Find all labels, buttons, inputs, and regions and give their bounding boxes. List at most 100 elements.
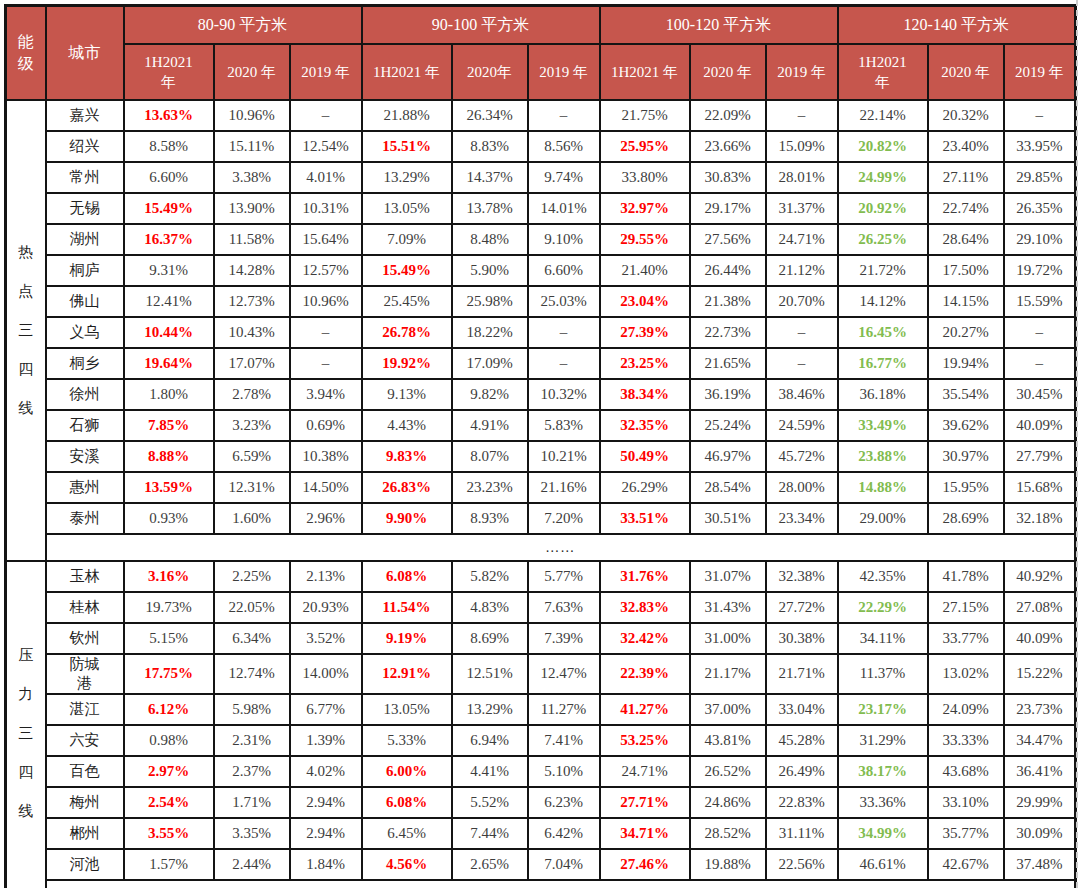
value-cell: 27.08%	[1004, 592, 1076, 623]
value-cell: 1.39%	[290, 725, 362, 756]
value-cell: 21.40%	[600, 255, 690, 286]
value-cell: 10.44%	[124, 317, 214, 348]
value-cell: 27.79%	[1004, 441, 1076, 472]
value-cell: 7.20%	[528, 503, 600, 534]
value-cell: –	[528, 348, 600, 379]
city-cell: 嘉兴	[46, 100, 124, 131]
value-cell: 8.58%	[124, 131, 214, 162]
value-cell: 14.50%	[290, 472, 362, 503]
value-cell: 42.67%	[928, 849, 1004, 880]
value-cell: 22.09%	[690, 100, 766, 131]
value-cell: 13.90%	[214, 193, 290, 224]
value-cell: 7.85%	[124, 410, 214, 441]
value-cell: 32.38%	[766, 561, 838, 592]
value-cell: 23.23%	[452, 472, 528, 503]
value-cell: 7.41%	[528, 725, 600, 756]
year-header: 2020年	[452, 44, 528, 100]
value-cell: 6.77%	[290, 694, 362, 725]
value-cell: 7.04%	[528, 849, 600, 880]
year-header: 2020 年	[690, 44, 766, 100]
value-cell: 6.23%	[528, 787, 600, 818]
ellipsis-row: ……	[6, 534, 1076, 561]
value-cell: 6.12%	[124, 694, 214, 725]
value-cell: 28.00%	[766, 472, 838, 503]
value-cell: 12.91%	[362, 654, 452, 694]
value-cell: 17.75%	[124, 654, 214, 694]
value-cell: 32.97%	[600, 193, 690, 224]
value-cell: 4.01%	[290, 162, 362, 193]
value-cell: 2.54%	[124, 787, 214, 818]
value-cell: 20.32%	[928, 100, 1004, 131]
table-row: 防城 港17.75%12.74%14.00%12.91%12.51%12.47%…	[6, 654, 1076, 694]
value-cell: 41.27%	[600, 694, 690, 725]
value-cell: 5.10%	[528, 756, 600, 787]
value-cell: 24.59%	[766, 410, 838, 441]
value-cell: 15.49%	[124, 193, 214, 224]
city-cell: 佛山	[46, 286, 124, 317]
value-cell: 19.94%	[928, 348, 1004, 379]
value-cell: 3.55%	[124, 818, 214, 849]
value-cell: 21.16%	[528, 472, 600, 503]
value-cell: 4.83%	[452, 592, 528, 623]
value-cell: –	[290, 100, 362, 131]
header-year-row: 1H2021 年2020 年2019 年1H2021 年2020年2019 年1…	[6, 44, 1076, 100]
city-cell: 绍兴	[46, 131, 124, 162]
value-cell: 15.11%	[214, 131, 290, 162]
year-header: 2019 年	[528, 44, 600, 100]
city-cell: 河池	[46, 849, 124, 880]
value-cell: 10.21%	[528, 441, 600, 472]
value-cell: 6.60%	[124, 162, 214, 193]
value-cell: 32.83%	[600, 592, 690, 623]
value-cell: 13.05%	[362, 694, 452, 725]
year-header: 1H2021 年	[124, 44, 214, 100]
value-cell: 22.05%	[214, 592, 290, 623]
value-cell: 27.46%	[600, 849, 690, 880]
value-cell: 15.68%	[1004, 472, 1076, 503]
value-cell: 2.25%	[214, 561, 290, 592]
value-cell: 22.74%	[928, 193, 1004, 224]
value-cell: 15.64%	[290, 224, 362, 255]
value-cell: 34.99%	[838, 818, 928, 849]
value-cell: 8.93%	[452, 503, 528, 534]
value-cell: 6.34%	[214, 623, 290, 654]
value-cell: 20.82%	[838, 131, 928, 162]
value-cell: 11.27%	[528, 694, 600, 725]
value-cell: 27.39%	[600, 317, 690, 348]
city-cell: 徐州	[46, 379, 124, 410]
value-cell: 1.60%	[214, 503, 290, 534]
value-cell: 13.29%	[362, 162, 452, 193]
level-label-stack: 压力三四线	[9, 646, 43, 821]
value-cell: 27.15%	[928, 592, 1004, 623]
value-cell: 11.37%	[838, 654, 928, 694]
table-row: 压力三四线玉林3.16%2.25%2.13%6.08%5.82%5.77%31.…	[6, 561, 1076, 592]
value-cell: 9.83%	[362, 441, 452, 472]
value-cell: 35.54%	[928, 379, 1004, 410]
year-header: 2020 年	[928, 44, 1004, 100]
table-row: 佛山12.41%12.73%10.96%25.45%25.98%25.03%23…	[6, 286, 1076, 317]
value-cell: 8.69%	[452, 623, 528, 654]
table-row: 湖州16.37%11.58%15.64%7.09%8.48%9.10%29.55…	[6, 224, 1076, 255]
value-cell: 12.57%	[290, 255, 362, 286]
city-cell: 桂林	[46, 592, 124, 623]
value-cell: 12.31%	[214, 472, 290, 503]
year-header: 2019 年	[1004, 44, 1076, 100]
value-cell: 2.31%	[214, 725, 290, 756]
value-cell: 28.69%	[928, 503, 1004, 534]
value-cell: 6.59%	[214, 441, 290, 472]
value-cell: 21.72%	[838, 255, 928, 286]
value-cell: 8.48%	[452, 224, 528, 255]
value-cell: 24.86%	[690, 787, 766, 818]
value-cell: 16.77%	[838, 348, 928, 379]
value-cell: 28.01%	[766, 162, 838, 193]
value-cell: 22.56%	[766, 849, 838, 880]
table-row: 梅州2.54%1.71%2.94%6.08%5.52%6.23%27.71%24…	[6, 787, 1076, 818]
ellipsis-row: ……	[6, 880, 1076, 888]
value-cell: 9.74%	[528, 162, 600, 193]
value-cell: 8.88%	[124, 441, 214, 472]
table-row: 石狮7.85%3.23%0.69%4.43%4.91%5.83%32.35%25…	[6, 410, 1076, 441]
value-cell: 25.24%	[690, 410, 766, 441]
year-header: 1H2021 年	[600, 44, 690, 100]
value-cell: 53.25%	[600, 725, 690, 756]
size-group-header: 80-90 平方米	[124, 6, 362, 45]
value-cell: 46.97%	[690, 441, 766, 472]
